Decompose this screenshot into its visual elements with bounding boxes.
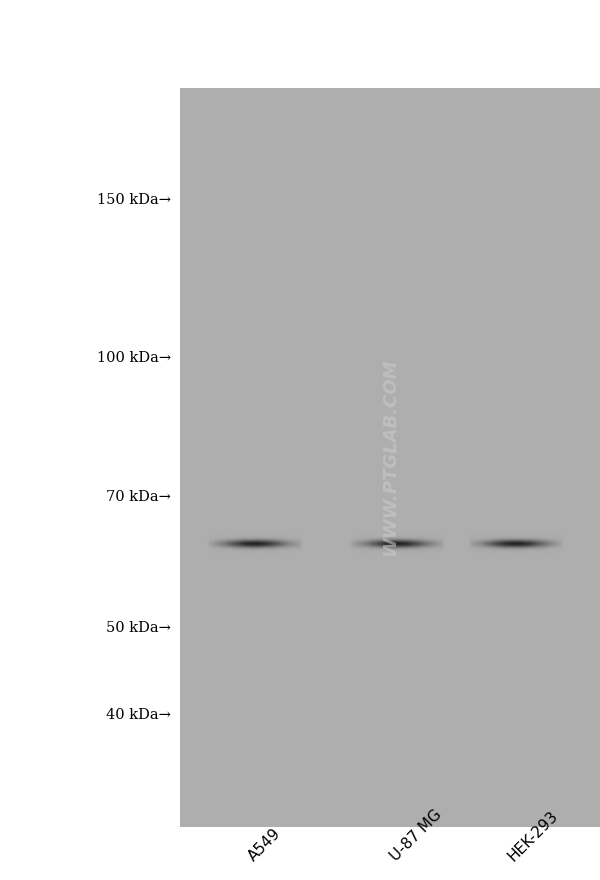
Text: A549: A549 <box>245 825 283 864</box>
Text: 150 kDa→: 150 kDa→ <box>97 193 171 207</box>
Text: 50 kDa→: 50 kDa→ <box>106 621 171 635</box>
Text: WWW.PTGLAB.COM: WWW.PTGLAB.COM <box>381 359 399 556</box>
Text: 40 kDa→: 40 kDa→ <box>106 708 171 722</box>
Text: 100 kDa→: 100 kDa→ <box>97 351 171 365</box>
Text: HEK-293: HEK-293 <box>505 808 562 864</box>
Text: 70 kDa→: 70 kDa→ <box>106 490 171 504</box>
Text: U-87 MG: U-87 MG <box>388 807 445 864</box>
